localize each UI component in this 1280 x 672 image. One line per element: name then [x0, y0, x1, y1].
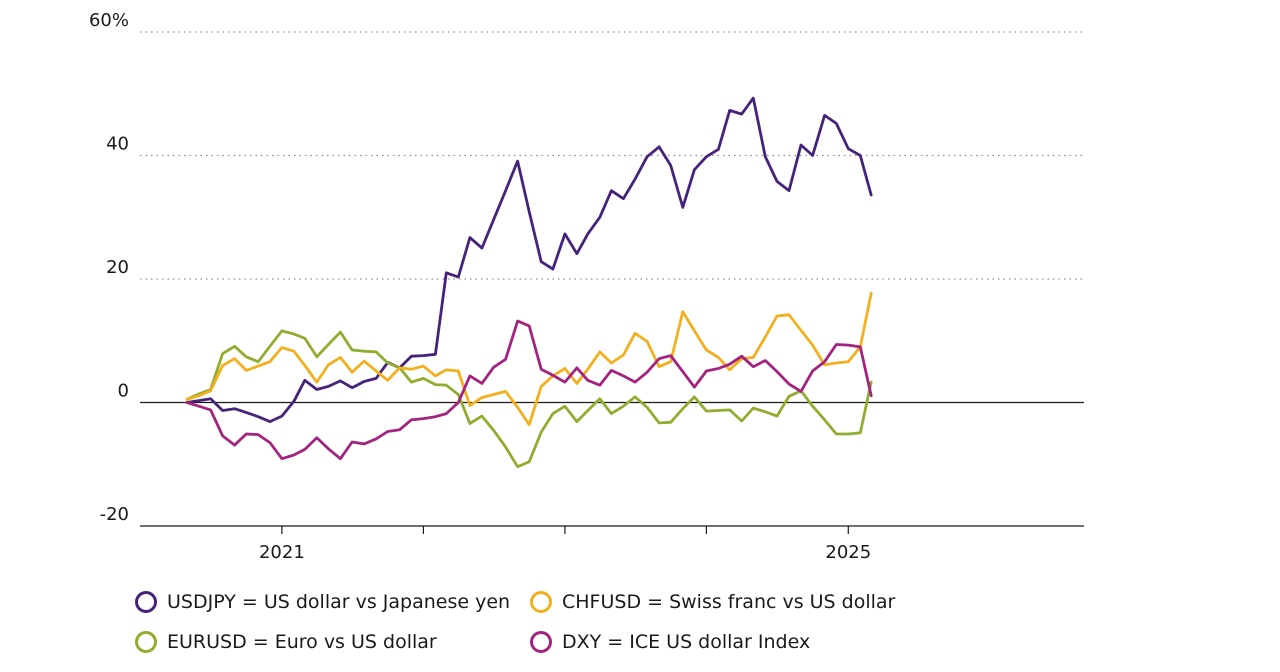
line-chart: 60% 40 20 0 -20 2021 2025	[89, 10, 1084, 563]
legend-label-chfusd: CHFUSD = Swiss franc vs US dollar	[562, 591, 896, 613]
legend-label-eurusd: EURUSD = Euro vs US dollar	[167, 631, 437, 653]
axes: 60% 40 20 0 -20 2021 2025	[89, 10, 871, 563]
x-tick-label: 2025	[825, 542, 871, 563]
legend-item-usdjpy: USDJPY = US dollar vs Japanese yen	[135, 591, 530, 613]
series-line-usdjpy	[185, 96, 873, 424]
series-line-chfusd	[185, 291, 873, 427]
y-tick-label: -20	[100, 504, 129, 525]
legend-row-1: USDJPY = US dollar vs Japanese yen CHFUS…	[135, 582, 935, 622]
legend-label-usdjpy: USDJPY = US dollar vs Japanese yen	[167, 591, 511, 613]
x-tick-label: 2021	[259, 542, 305, 563]
legend-marker-dxy	[530, 631, 552, 653]
legend-item-chfusd: CHFUSD = Swiss franc vs US dollar	[530, 591, 925, 613]
legend-item-eurusd: EURUSD = Euro vs US dollar	[135, 631, 530, 653]
legend-row-2: EURUSD = Euro vs US dollar DXY = ICE US …	[135, 622, 935, 662]
legend-item-dxy: DXY = ICE US dollar Index	[530, 631, 925, 653]
y-tick-label: 0	[118, 381, 129, 402]
series-lines	[185, 96, 873, 469]
gridlines	[140, 31, 1084, 527]
legend-marker-eurusd	[135, 631, 157, 653]
y-tick-label: 60%	[89, 10, 129, 31]
legend-label-dxy: DXY = ICE US dollar Index	[562, 631, 811, 653]
legend-marker-usdjpy	[135, 591, 157, 613]
legend-marker-chfusd	[530, 591, 552, 613]
series-line-eurusd	[185, 329, 873, 469]
legend: USDJPY = US dollar vs Japanese yen CHFUS…	[135, 582, 935, 662]
y-tick-label: 20	[106, 257, 129, 278]
y-tick-label: 40	[106, 134, 129, 155]
series-line-dxy	[185, 319, 873, 461]
